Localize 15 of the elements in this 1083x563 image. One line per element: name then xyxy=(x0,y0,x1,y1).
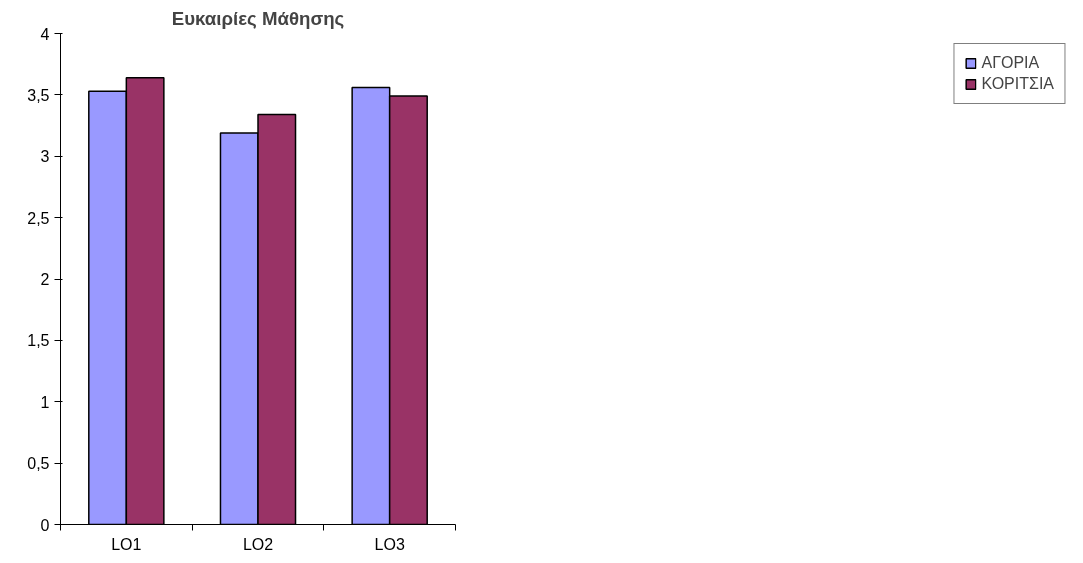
legend-label: ΑΓΟΡΙΑ xyxy=(981,54,1040,72)
y-tick-label: 0 xyxy=(40,516,50,534)
x-tick-label: LO3 xyxy=(374,535,405,553)
y-tick-label: 0,5 xyxy=(27,455,50,473)
y-tick-label: 2,5 xyxy=(27,209,50,227)
legend-label: ΚΟΡΙΤΣΙΑ xyxy=(981,75,1054,93)
y-tick-label: 1 xyxy=(40,393,50,411)
x-tick-label: LO1 xyxy=(111,535,142,553)
y-tick-label: 2 xyxy=(40,271,50,288)
chart-title: Ευκαιρίες Μάθησης xyxy=(171,7,345,29)
y-tick-label: 3 xyxy=(40,148,50,166)
y-tick-label: 1,5 xyxy=(27,332,50,350)
x-tick-label: LO2 xyxy=(242,535,274,553)
y-tick-label: 3,5 xyxy=(27,86,50,104)
y-tick-label: 4 xyxy=(40,25,50,43)
